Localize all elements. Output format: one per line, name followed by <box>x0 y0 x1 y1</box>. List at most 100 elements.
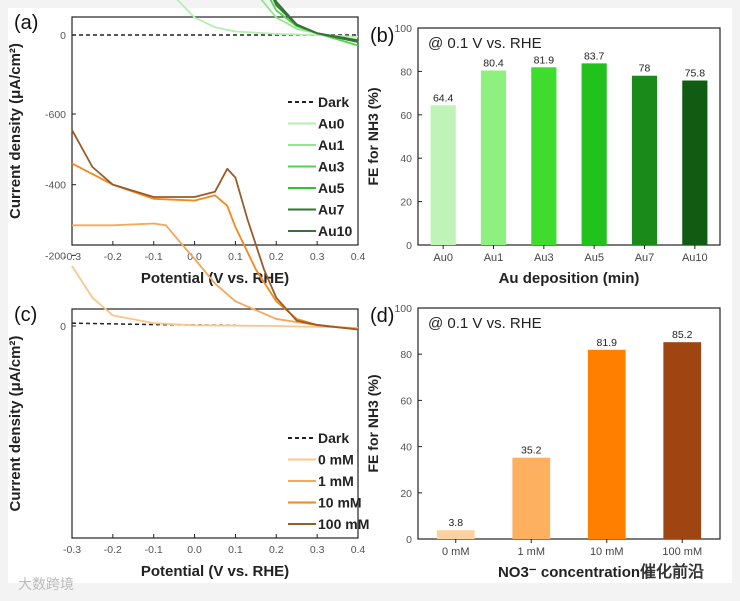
watermark-left: 大数跨境 <box>18 576 74 592</box>
panel-label: (c) <box>14 304 37 326</box>
y-tick-label: 60 <box>400 110 412 122</box>
legend-label: 10 mM <box>318 495 362 511</box>
y-tick-label: -200 <box>45 250 66 262</box>
legend-label: Au3 <box>318 159 345 175</box>
x-tick-label: Au0 <box>433 252 453 264</box>
x-tick-label: 0.4 <box>351 251 366 263</box>
legend-label: 0 mM <box>318 452 354 468</box>
y-tick-label: 40 <box>400 442 412 454</box>
series-line-Au10 <box>274 0 359 42</box>
bar-value-label: 35.2 <box>521 445 542 457</box>
legend-label: Au0 <box>318 116 345 132</box>
y-tick-label: 20 <box>400 488 412 500</box>
x-tick-label: -0.3 <box>63 544 81 556</box>
y-tick-label: 0 <box>60 321 66 333</box>
series-line-10mM <box>71 162 359 331</box>
y-tick-label: 80 <box>400 349 412 361</box>
y-tick-label: 0 <box>60 30 66 42</box>
x-tick-label: -0.1 <box>145 251 163 263</box>
x-axis-title: Potential (V vs. RHE) <box>141 270 289 287</box>
bar-Au5 <box>581 63 607 245</box>
x-tick-label: -0.2 <box>104 544 122 556</box>
series-line-100mM <box>71 129 359 331</box>
panel-label: (d) <box>370 305 394 327</box>
watermark-right: 催化前沿 <box>640 564 705 581</box>
bar-Au1 <box>480 70 507 245</box>
y-axis-title: FE for NH3 (%) <box>365 88 381 186</box>
bar-value-label: 64.4 <box>433 92 454 104</box>
y-axis-title: Current density (μA/cm²) <box>7 336 24 512</box>
legend-label: 1 mM <box>318 473 354 489</box>
legend-label: Dark <box>318 94 349 110</box>
bar-value-label: 78 <box>639 63 651 75</box>
x-axis-title: Au deposition (min) <box>499 270 640 287</box>
y-tick-label: -400 <box>45 180 66 192</box>
y-tick-label: -600 <box>45 109 66 121</box>
series-line-Au1 <box>260 0 359 43</box>
y-tick-label: 20 <box>400 197 412 209</box>
y-tick-label: 100 <box>394 303 412 315</box>
panel-label: (a) <box>14 12 38 34</box>
plot-frame <box>71 308 359 539</box>
x-axis-title: NO3⁻ concentration <box>498 564 640 581</box>
x-tick-label: 0.1 <box>228 251 243 263</box>
legend-label: Au1 <box>318 137 345 153</box>
bar-Au0 <box>430 105 456 245</box>
x-tick-label: 0 mM <box>442 546 470 558</box>
series-line-0mM <box>71 265 359 329</box>
x-tick-label: -0.3 <box>63 251 81 263</box>
x-tick-label: 10 mM <box>590 546 624 558</box>
bar-value-label: 3.8 <box>448 517 463 529</box>
plot-frame <box>417 27 721 246</box>
bar-Au3 <box>531 67 557 245</box>
panel-label: (b) <box>370 25 394 47</box>
bar-Au10 <box>682 80 708 245</box>
x-tick-label: 0.2 <box>269 251 284 263</box>
x-tick-label: Au5 <box>584 252 604 264</box>
bar-0mM <box>436 530 475 539</box>
y-tick-label: 100 <box>394 23 412 35</box>
x-tick-label: -0.1 <box>145 544 163 556</box>
bar-Au7 <box>631 75 658 246</box>
x-tick-label: 100 mM <box>662 546 702 558</box>
x-tick-label: 0.0 <box>187 544 202 556</box>
legend-label: Dark <box>318 430 349 446</box>
x-tick-label: 0.3 <box>310 544 325 556</box>
legend-label: Au10 <box>318 223 352 239</box>
series-line-Au0 <box>176 0 359 38</box>
bar-value-label: 81.9 <box>534 54 555 66</box>
y-axis-title: FE for NH3 (%) <box>365 375 381 473</box>
x-tick-label: -0.2 <box>104 251 122 263</box>
x-tick-label: Au7 <box>635 252 655 264</box>
bar-10mM <box>587 349 626 539</box>
x-tick-label: 1 mM <box>518 546 546 558</box>
x-tick-label: 0.3 <box>310 251 325 263</box>
panel-background <box>8 293 370 583</box>
bar-1mM <box>512 457 551 539</box>
x-tick-label: Au3 <box>534 252 554 264</box>
legend-label: 100 mM <box>318 516 369 532</box>
legend-label: Au5 <box>318 180 345 196</box>
bar-value-label: 85.2 <box>672 329 693 341</box>
bar-value-label: 83.7 <box>584 50 605 62</box>
y-tick-label: 0 <box>406 534 412 546</box>
x-axis-title: Potential (V vs. RHE) <box>141 563 289 580</box>
y-axis-title: Current density (μA/cm²) <box>7 43 24 219</box>
x-tick-label: 0.4 <box>351 544 366 556</box>
x-tick-label: 0.1 <box>228 544 243 556</box>
bar-value-label: 75.8 <box>685 68 706 80</box>
y-tick-label: 40 <box>400 153 412 165</box>
annotation: @ 0.1 V vs. RHE <box>428 35 542 52</box>
bar-value-label: 80.4 <box>483 58 504 70</box>
bar-100mM <box>663 342 702 539</box>
series-line-1mM <box>72 222 359 330</box>
x-tick-label: Au1 <box>484 252 504 264</box>
x-tick-label: 0.2 <box>269 544 284 556</box>
y-tick-label: 80 <box>400 66 412 78</box>
y-tick-label: 0 <box>406 240 412 252</box>
y-tick-label: 60 <box>400 395 412 407</box>
plot-frame <box>417 307 721 540</box>
legend-label: Au7 <box>318 202 345 218</box>
